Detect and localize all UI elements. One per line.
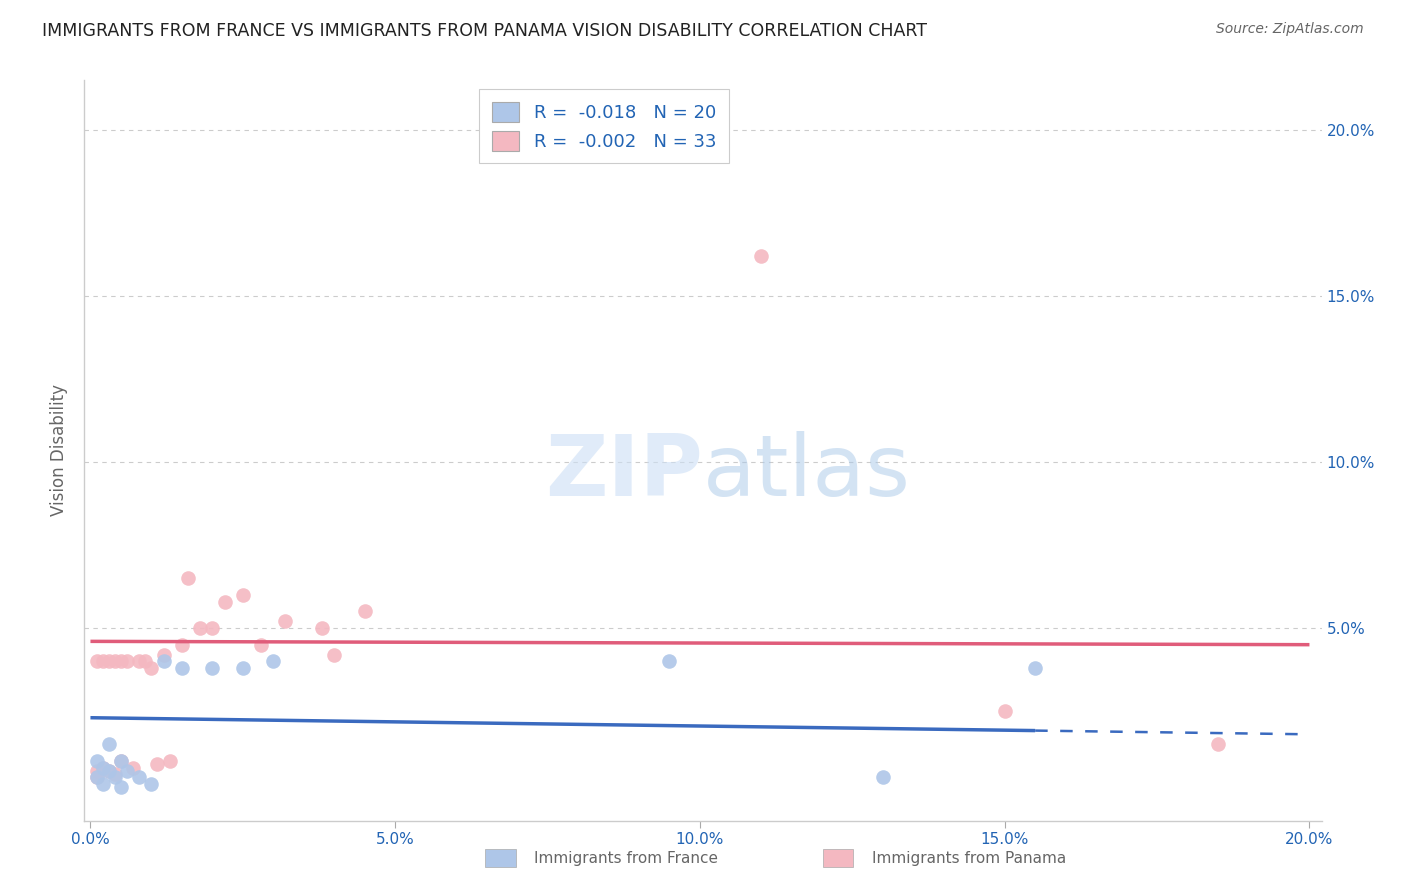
- Point: [170, 638, 193, 652]
- Point: [353, 605, 375, 619]
- Point: [152, 654, 174, 668]
- Point: [232, 661, 254, 675]
- Point: [110, 754, 132, 768]
- Point: [274, 615, 297, 629]
- Text: atlas: atlas: [703, 431, 911, 514]
- Point: [1024, 661, 1046, 675]
- Point: [115, 654, 138, 668]
- Point: [104, 654, 127, 668]
- Point: [658, 654, 681, 668]
- Point: [749, 249, 772, 263]
- Point: [86, 771, 108, 785]
- Point: [159, 754, 181, 768]
- Point: [146, 757, 169, 772]
- Point: [170, 661, 193, 675]
- Text: Immigrants from Panama: Immigrants from Panama: [872, 851, 1066, 865]
- Text: ZIP: ZIP: [546, 431, 703, 514]
- Point: [97, 764, 120, 778]
- Point: [91, 760, 114, 774]
- Legend: R =  -0.018   N = 20, R =  -0.002   N = 33: R = -0.018 N = 20, R = -0.002 N = 33: [479, 89, 728, 163]
- Y-axis label: Vision Disability: Vision Disability: [51, 384, 69, 516]
- Point: [141, 661, 163, 675]
- Point: [134, 654, 156, 668]
- Point: [122, 760, 145, 774]
- Point: [110, 780, 132, 795]
- Point: [311, 621, 333, 635]
- Point: [141, 777, 163, 791]
- Point: [994, 704, 1017, 718]
- Point: [97, 737, 120, 751]
- Point: [128, 771, 150, 785]
- Point: [1206, 737, 1229, 751]
- Point: [91, 760, 114, 774]
- Point: [232, 588, 254, 602]
- Text: IMMIGRANTS FROM FRANCE VS IMMIGRANTS FROM PANAMA VISION DISABILITY CORRELATION C: IMMIGRANTS FROM FRANCE VS IMMIGRANTS FRO…: [42, 22, 927, 40]
- Point: [86, 654, 108, 668]
- Point: [110, 654, 132, 668]
- Point: [97, 654, 120, 668]
- Point: [201, 621, 224, 635]
- Point: [91, 777, 114, 791]
- Point: [323, 648, 346, 662]
- Point: [250, 638, 273, 652]
- Point: [97, 764, 120, 778]
- Point: [128, 654, 150, 668]
- Point: [201, 661, 224, 675]
- Point: [110, 754, 132, 768]
- Point: [86, 764, 108, 778]
- Point: [188, 621, 211, 635]
- Text: Source: ZipAtlas.com: Source: ZipAtlas.com: [1216, 22, 1364, 37]
- Text: Immigrants from France: Immigrants from France: [534, 851, 718, 865]
- Point: [177, 571, 200, 585]
- Point: [152, 648, 174, 662]
- Point: [262, 654, 284, 668]
- Point: [104, 767, 127, 781]
- Point: [91, 654, 114, 668]
- Point: [86, 754, 108, 768]
- Point: [86, 771, 108, 785]
- Point: [104, 771, 127, 785]
- Point: [115, 764, 138, 778]
- Point: [872, 771, 894, 785]
- Point: [214, 594, 236, 608]
